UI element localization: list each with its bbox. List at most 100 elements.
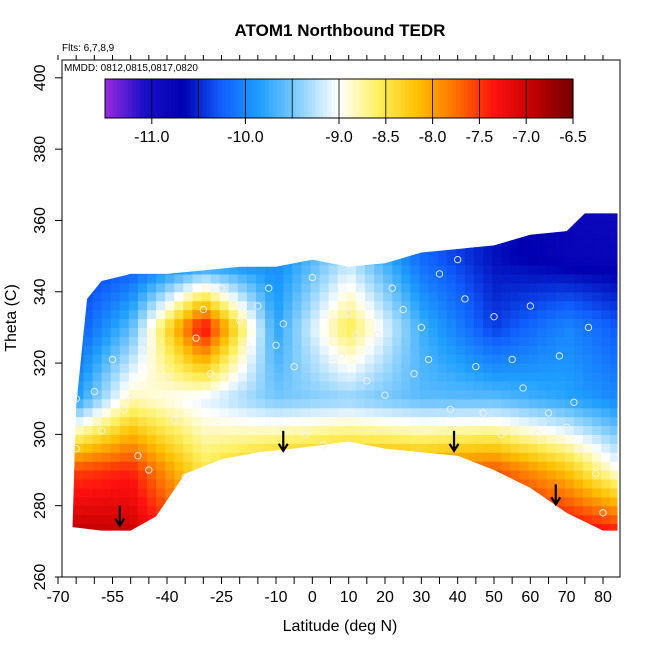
heat-cell (483, 371, 493, 382)
heat-cell (583, 238, 593, 248)
heat-cell (374, 505, 384, 516)
heat-cell (355, 452, 366, 462)
heat-cell (283, 291, 293, 302)
heat-cell (328, 282, 339, 293)
heat-cell (573, 220, 584, 230)
heat-cell (65, 532, 75, 542)
heat-cell (110, 407, 121, 418)
heat-cell (328, 487, 339, 498)
heat-cell (283, 247, 293, 257)
heat-cell (365, 505, 375, 516)
heat-cell (246, 345, 257, 355)
heat-cell (483, 229, 493, 239)
heat-cell (256, 434, 266, 444)
heat-cell (274, 505, 284, 516)
heat-cell (419, 434, 430, 444)
colorbar-segment (245, 79, 250, 118)
heat-cell (265, 345, 275, 355)
heat-cell (246, 363, 257, 373)
heat-cell (555, 345, 566, 355)
heat-cell (528, 398, 539, 409)
heat-cell (174, 416, 184, 427)
heat-cell (601, 220, 611, 230)
heat-cell (355, 371, 366, 382)
heat-cell (319, 256, 330, 266)
heat-cell (437, 380, 448, 391)
observation-point (526, 302, 534, 310)
heat-cell (192, 371, 203, 382)
heat-cell (283, 371, 293, 382)
heat-cell (72, 327, 75, 337)
heat-cell (147, 247, 157, 257)
heat-cell (319, 461, 330, 471)
heat-cell (573, 380, 584, 391)
heat-cell (319, 247, 330, 257)
heat-cell (128, 213, 139, 222)
y-axis-label: Theta (C) (3, 284, 20, 352)
heat-cell (183, 398, 194, 409)
heat-cell (310, 345, 321, 355)
heat-cell (419, 416, 430, 427)
heat-cell (555, 291, 566, 302)
heat-cell (537, 238, 548, 248)
heat-cell (256, 327, 266, 337)
heat-cell (446, 327, 457, 337)
colorbar-segment (214, 79, 219, 118)
heat-cell (74, 291, 85, 302)
heat-cell (101, 380, 112, 391)
heat-cell (464, 523, 475, 531)
heat-cell (455, 282, 466, 293)
heat-cell (92, 380, 103, 391)
heat-cell (274, 363, 284, 373)
heat-cell (301, 327, 312, 337)
heat-cell (183, 389, 194, 400)
heat-cell (156, 461, 166, 471)
observation-point (424, 355, 433, 364)
heat-cell (501, 514, 511, 525)
heat-cell (174, 229, 184, 239)
colorbar-tick-label: -7.5 (466, 129, 494, 146)
heat-cell (101, 282, 112, 293)
heat-cell (310, 434, 321, 444)
heat-cell (601, 282, 611, 293)
heat-cell (546, 256, 557, 266)
heat-cell (510, 265, 521, 275)
heat-cell (165, 256, 175, 266)
heat-cell (401, 265, 412, 275)
colorbar-tick-label: -9.0 (325, 129, 353, 146)
heat-cell (337, 416, 348, 427)
heat-cell (211, 541, 221, 551)
heat-cell (519, 461, 530, 471)
heat-cell (610, 496, 618, 507)
heat-cell (501, 213, 511, 222)
heat-cell (174, 247, 184, 257)
heat-cell (565, 541, 575, 551)
heat-cell (256, 229, 266, 239)
heat-cell (547, 532, 557, 542)
heat-cell (464, 247, 475, 257)
heat-cell (147, 523, 157, 531)
heat-cell (192, 389, 203, 400)
heat-cell (101, 371, 112, 382)
heat-cell (383, 213, 393, 222)
heat-cell (428, 371, 439, 382)
heat-cell (474, 532, 484, 542)
heat-cell (165, 363, 175, 373)
heat-cell (265, 273, 275, 284)
heat-cell (301, 336, 312, 346)
heat-cell (483, 407, 493, 418)
heat-cell (156, 478, 166, 489)
colorbar-segment (120, 79, 126, 118)
heat-cell (546, 470, 557, 480)
heat-cell (246, 256, 257, 266)
heat-cell (447, 532, 457, 542)
observation-point (577, 448, 585, 456)
heat-cell (546, 318, 557, 329)
heat-cell (410, 318, 421, 329)
heat-cell (165, 247, 175, 257)
heat-cell (483, 291, 493, 302)
heat-cell (128, 282, 139, 293)
heat-cell (274, 389, 284, 400)
x-tick-label: -10 (264, 589, 287, 606)
heat-cell (83, 505, 94, 516)
